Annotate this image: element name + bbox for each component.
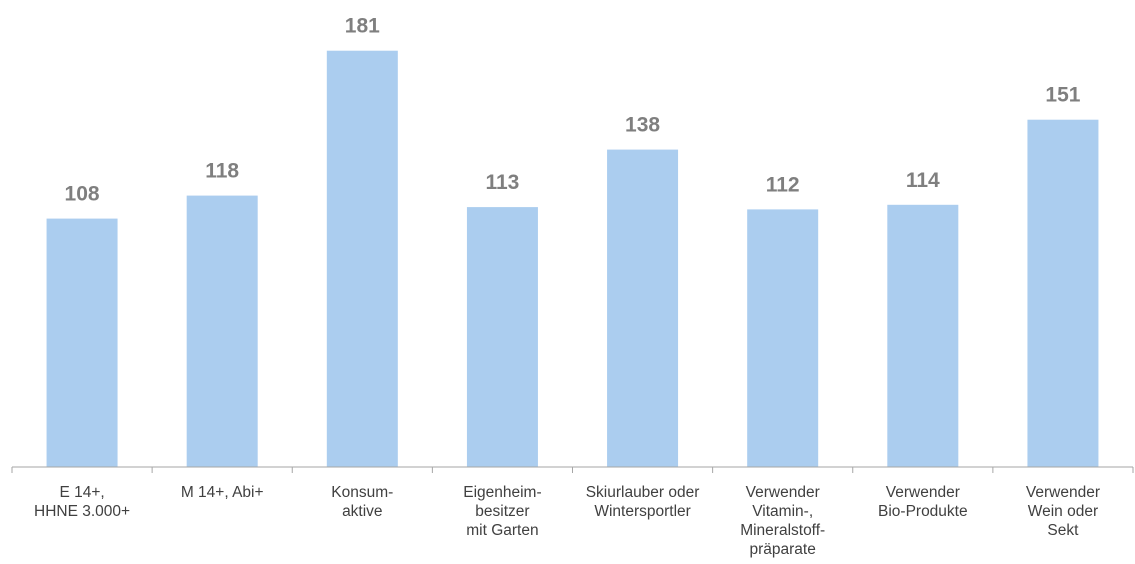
category-label-line: Wintersportler xyxy=(594,503,690,520)
category-label-line: Bio-Produkte xyxy=(878,503,968,520)
category-label-line: Eigenheim- xyxy=(463,484,541,501)
category-label: E 14+, HHNE 3.000+ xyxy=(34,484,130,520)
value-labels-layer: 108 118 181 113 138 112 114 151 xyxy=(65,15,1081,206)
category-label-line: Verwender xyxy=(746,484,820,501)
category-label-line: aktive xyxy=(342,503,383,520)
bar-value-label: 138 xyxy=(625,114,660,137)
bar-value-label: 114 xyxy=(906,169,940,192)
bar-value-label: 181 xyxy=(345,15,380,38)
category-label: Verwender Bio-Produkte xyxy=(878,484,968,520)
category-label-line: E 14+, xyxy=(59,484,104,501)
bar xyxy=(607,149,679,467)
bar-value-label: 108 xyxy=(65,183,100,206)
category-label-line: Skiurlauber oder xyxy=(586,484,700,501)
category-label: M 14+, Abi+ xyxy=(181,484,264,501)
bar xyxy=(326,50,398,467)
bar xyxy=(46,218,118,467)
category-label-line: Wein oder xyxy=(1028,503,1098,520)
bars-layer xyxy=(46,50,1099,468)
category-labels-layer: E 14+, HHNE 3.000+ M 14+, Abi+ Konsum-aktiv… xyxy=(34,484,1100,558)
bar-value-label: 118 xyxy=(205,160,239,183)
category-label: Verwender Vitamin-, Mineralstoff-präparate xyxy=(740,484,825,558)
category-label: Skiurlauber oder Wintersportler xyxy=(586,484,700,520)
category-label-line: präparate xyxy=(750,541,816,558)
category-label: Verwender Wein oder Sekt xyxy=(1026,484,1100,539)
bar xyxy=(747,209,819,467)
category-label-line: Vitamin-, xyxy=(752,503,813,520)
category-label-line: M 14+, Abi+ xyxy=(181,484,264,501)
category-label-line: Mineralstoff- xyxy=(740,522,825,539)
category-label-line: mit Garten xyxy=(466,522,538,539)
bar-value-label: 112 xyxy=(766,173,800,196)
x-axis-ticks-layer xyxy=(11,467,1134,473)
category-label-line: Verwender xyxy=(886,484,960,501)
bar xyxy=(887,204,959,468)
category-label: Eigenheim-besitzer mit Garten xyxy=(463,484,541,539)
category-label-line: HHNE 3.000+ xyxy=(34,503,130,520)
bar xyxy=(1027,119,1099,467)
category-label-line: Sekt xyxy=(1047,522,1079,539)
category-label-line: Verwender xyxy=(1026,484,1100,501)
bar-value-label: 113 xyxy=(485,171,519,194)
bar xyxy=(466,207,538,467)
bar xyxy=(186,195,258,467)
category-label: Konsum-aktive xyxy=(331,484,393,520)
category-label-line: Konsum- xyxy=(331,484,393,501)
category-label-line: besitzer xyxy=(475,503,529,520)
bar-value-label: 151 xyxy=(1045,84,1080,107)
